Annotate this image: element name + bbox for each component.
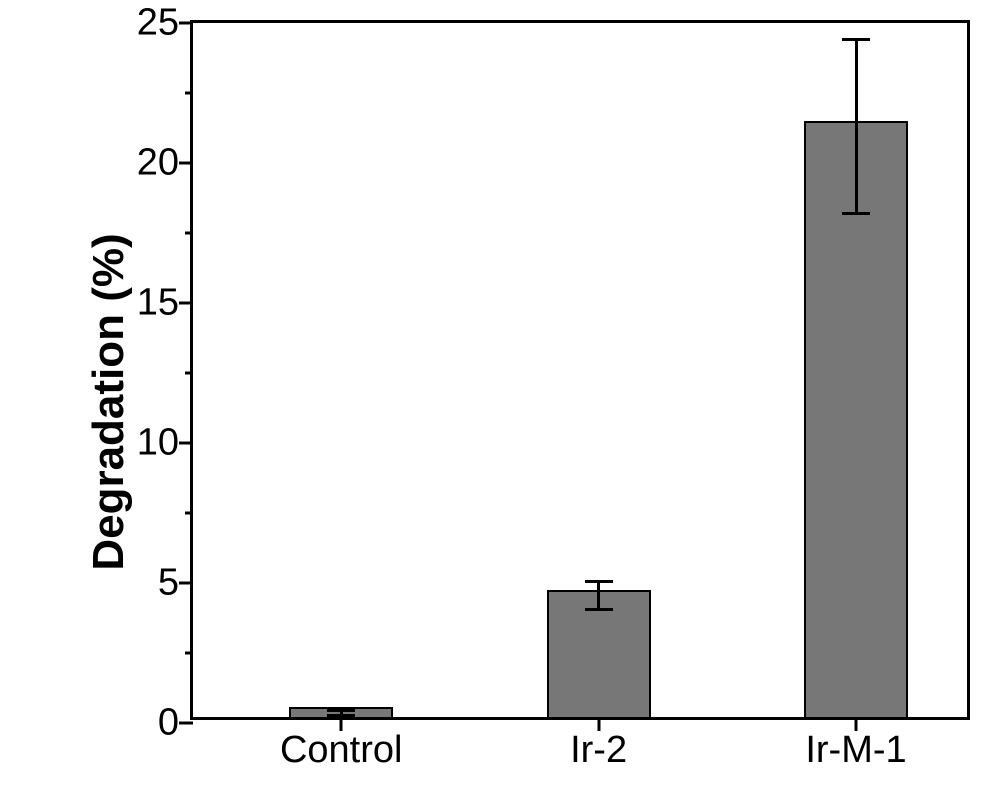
y-tick-label: 0 <box>158 702 179 745</box>
y-tick <box>179 22 193 25</box>
y-tick-label: 25 <box>137 2 179 45</box>
y-tick <box>179 582 193 585</box>
x-tick-label: Ir-M-1 <box>805 729 906 772</box>
y-tick-label: 5 <box>158 562 179 605</box>
y-minor-tick <box>185 372 193 375</box>
y-tick-label: 20 <box>137 142 179 185</box>
y-tick-label: 15 <box>137 282 179 325</box>
y-minor-tick <box>185 92 193 95</box>
degradation-bar-chart: Degradation (%) 0510152025ControlIr-2Ir-… <box>0 0 1000 803</box>
y-minor-tick <box>185 652 193 655</box>
y-minor-tick <box>185 512 193 515</box>
y-axis-label: Degradation (%) <box>84 233 134 570</box>
y-tick <box>179 162 193 165</box>
x-tick-label: Ir-2 <box>570 729 627 772</box>
x-tick-label: Control <box>280 729 403 772</box>
y-tick <box>179 302 193 305</box>
y-tick <box>179 722 193 725</box>
y-tick-label: 10 <box>137 422 179 465</box>
plot-area: 0510152025ControlIr-2Ir-M-1 <box>190 20 970 720</box>
y-tick <box>179 442 193 445</box>
y-minor-tick <box>185 232 193 235</box>
